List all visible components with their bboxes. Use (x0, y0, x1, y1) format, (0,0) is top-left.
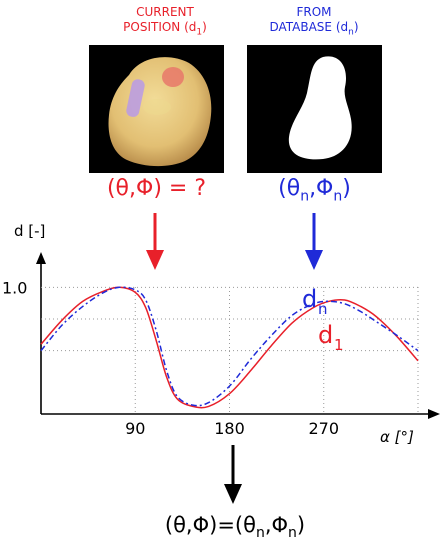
x-axis-title: α [°] (380, 428, 414, 446)
y-axis-title-text: d [-] (14, 222, 45, 240)
current-position-image (89, 45, 224, 173)
red-down-arrow (146, 213, 164, 270)
series-label-dn: d n (302, 285, 328, 318)
database-image (247, 45, 382, 173)
database-orientation-label: (θn,Φn) (278, 176, 351, 205)
database-heading-line1: FROM (296, 5, 332, 19)
series-label-d1-main: d (318, 321, 333, 349)
x-tick-label-270: 270 (308, 419, 339, 438)
current-heading-line1: CURRENT (136, 5, 194, 19)
y-tick-label-1.0: 1.0 (2, 278, 27, 297)
current-heading-line2: POSITION (d1) (123, 20, 207, 38)
database-heading-line2: DATABASE (dn) (269, 20, 359, 38)
current-position-heading: CURRENT POSITION (d1) (105, 5, 225, 40)
blue-down-arrow (305, 213, 323, 270)
x-axis (41, 409, 440, 419)
series-label-d1-sub: 1 (334, 336, 344, 354)
potato-silhouette-icon (288, 56, 352, 160)
x-tick-label-90: 90 (125, 419, 145, 438)
result-equation: (θ,Φ)=(θn,Φn) (164, 513, 306, 542)
unknown-orientation-label: (θ,Φ) = ? (106, 176, 207, 201)
y-axis-title: d [-] (14, 222, 45, 240)
axis-tick-labels: 90 180 270 1.0 (2, 278, 339, 438)
database-heading: FROM DATABASE (dn) (254, 5, 374, 40)
series-label-dn-sub: n (318, 300, 328, 318)
series-line-dn (40, 286, 419, 407)
y-axis (36, 252, 46, 414)
grid-lines (41, 286, 419, 414)
x-tick-label-180: 180 (214, 419, 245, 438)
potato-photo-icon (108, 57, 212, 167)
result-down-arrow (224, 445, 242, 504)
series-label-d1: d 1 (318, 321, 344, 354)
x-axis-title-text: α [°] (380, 428, 414, 446)
series-label-dn-main: d (302, 285, 317, 313)
